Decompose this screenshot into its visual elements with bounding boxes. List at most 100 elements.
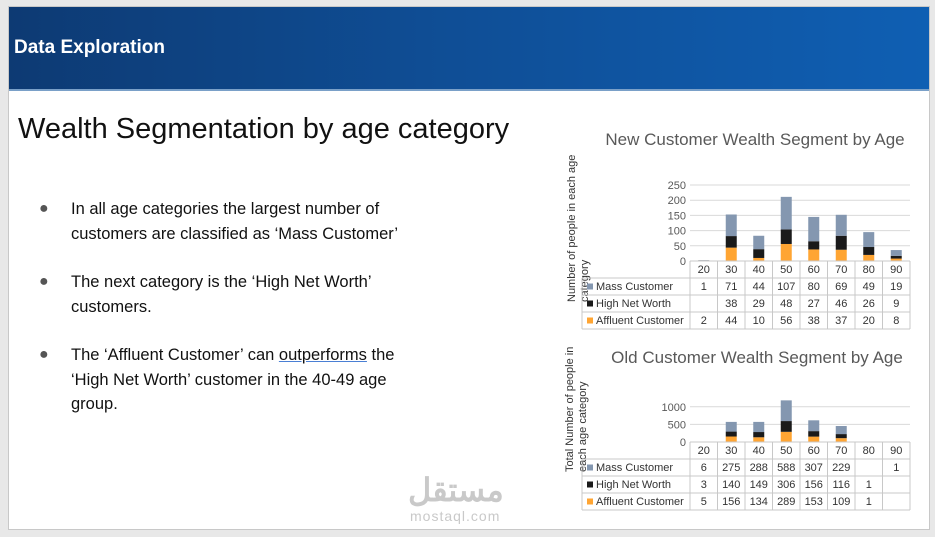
chart-bar-segment xyxy=(780,421,792,432)
chart-x-tick-label: 30 xyxy=(725,264,737,276)
chart-bar-segment xyxy=(808,216,820,242)
chart-bar-segment xyxy=(835,235,847,250)
chart-data-label: 140 xyxy=(722,479,740,491)
bullet-text: In all age categories the largest number… xyxy=(71,200,399,243)
chart-bar-segment xyxy=(780,243,792,261)
bullet-text: The ‘Affluent Customer’ can xyxy=(71,346,279,364)
chart-y-tick-label: 500 xyxy=(668,419,686,431)
chart-data-label: 27 xyxy=(808,298,820,310)
chart-data-label: 134 xyxy=(750,496,768,508)
chart-data-label: 48 xyxy=(780,298,792,310)
bullet-dot-icon: ● xyxy=(39,346,49,363)
chart-legend-swatch xyxy=(587,283,593,290)
chart-x-tick-label: 40 xyxy=(753,445,765,457)
chart-title: Old Customer Wealth Segment by Age xyxy=(611,348,903,367)
chart-x-tick-label: 50 xyxy=(780,445,792,457)
chart-bar-segment xyxy=(835,426,847,435)
chart-data-label: 20 xyxy=(863,315,875,327)
old-customer-chart-svg: 0 500 1000 20 30 40 50 60 70 80 90 Mass Customer 6 27… xyxy=(581,400,911,511)
chart-y-tick-label: 50 xyxy=(674,241,686,253)
bullet-list: ● In all age categories the largest numb… xyxy=(35,197,415,441)
chart-data-label: 10 xyxy=(753,315,765,327)
chart-bar-segment xyxy=(725,421,737,432)
chart-legend-label: Mass Customer xyxy=(596,281,673,293)
chart-bar-segment xyxy=(835,249,847,261)
chart-bar-segment xyxy=(780,196,792,230)
chart-bar-segment xyxy=(725,214,737,237)
watermark-url: mostaql.com xyxy=(410,508,501,524)
chart-data-label: 1 xyxy=(893,462,899,474)
slide: Data Exploration Wealth Segmentation by … xyxy=(8,6,930,530)
chart-data-label: 307 xyxy=(805,462,823,474)
chart-bar-segment xyxy=(835,434,847,439)
chart-bar-segment xyxy=(725,247,737,261)
chart-legend-swatch xyxy=(587,317,593,324)
chart-data-label: 49 xyxy=(863,281,875,293)
chart-bar-segment xyxy=(808,431,820,437)
header-banner: Data Exploration xyxy=(9,7,929,91)
chart-bar-segment xyxy=(753,249,765,258)
chart-bar-segment xyxy=(890,250,902,256)
chart-bar-segment xyxy=(725,236,737,248)
chart-legend-swatch xyxy=(587,464,593,471)
new-customer-chart: New Customer Wealth Segment by Age Numbe… xyxy=(560,124,920,334)
chart-data-label: 44 xyxy=(725,315,737,327)
chart-bar-segment xyxy=(753,257,765,261)
chart-data-label: 3 xyxy=(701,479,707,491)
chart-data-label: 1 xyxy=(866,479,872,491)
chart-data-label: 153 xyxy=(805,496,823,508)
chart-legend-swatch xyxy=(587,498,593,505)
bullet-underlined-word: outperforms xyxy=(278,346,367,364)
chart-data-label: 19 xyxy=(890,281,902,293)
chart-y-tick-label: 100 xyxy=(668,226,686,238)
chart-legend-label: Mass Customer xyxy=(596,462,673,474)
chart-data-label: 29 xyxy=(753,298,765,310)
chart-x-tick-label: 20 xyxy=(698,445,710,457)
chart-bar-segment xyxy=(863,247,875,255)
chart-bar-segment xyxy=(725,436,737,442)
chart-x-tick-label: 70 xyxy=(835,264,847,276)
chart-bar-segment xyxy=(808,420,820,432)
chart-bar-segment xyxy=(780,431,792,442)
chart-legend-label: Affluent Customer xyxy=(596,496,684,508)
chart-data-label: 5 xyxy=(701,496,707,508)
chart-data-label: 289 xyxy=(777,496,795,508)
chart-x-tick-label: 80 xyxy=(863,445,875,457)
chart-data-label: 288 xyxy=(750,462,768,474)
chart-data-label: 149 xyxy=(750,479,768,491)
chart-legend-swatch xyxy=(587,481,593,488)
chart-data-label: 107 xyxy=(777,281,795,293)
watermark-logo: مستقل xyxy=(408,472,504,508)
chart-bar-segment xyxy=(808,241,820,250)
chart-x-tick-label: 90 xyxy=(890,445,902,457)
bullet-dot-icon: ● xyxy=(39,273,49,290)
chart-data-label: 116 xyxy=(832,479,850,491)
bullet-item: ● The next category is the ‘High Net Wor… xyxy=(35,270,415,319)
bullet-dot-icon: ● xyxy=(39,200,49,217)
chart-y-tick-label: 0 xyxy=(680,256,686,268)
chart-y-tick-label: 200 xyxy=(668,195,686,207)
chart-data-label: 37 xyxy=(835,315,847,327)
chart-data-label: 156 xyxy=(805,479,823,491)
slide-title: Wealth Segmentation by age category xyxy=(18,113,510,145)
chart-data-label: 26 xyxy=(863,298,875,310)
chart-legend-label: Affluent Customer xyxy=(596,315,684,327)
chart-data-label: 46 xyxy=(835,298,847,310)
chart-data-label: 38 xyxy=(725,298,737,310)
chart-data-label: 2 xyxy=(701,315,707,327)
chart-data-label: 71 xyxy=(725,281,737,293)
chart-data-label: 306 xyxy=(777,479,795,491)
chart-data-label: 275 xyxy=(722,462,740,474)
header-title: Data Exploration xyxy=(14,37,165,58)
chart-legend-label: High Net Worth xyxy=(596,479,671,491)
chart-x-tick-label: 90 xyxy=(890,264,902,276)
chart-x-tick-label: 60 xyxy=(808,264,820,276)
old-customer-chart: Old Customer Wealth Segment by Age Total… xyxy=(560,342,920,520)
bullet-item: ● In all age categories the largest numb… xyxy=(35,197,415,246)
chart-y-tick-label: 250 xyxy=(668,180,686,192)
chart-data-label: 38 xyxy=(808,315,820,327)
chart-bar-segment xyxy=(753,437,765,442)
chart-data-label: 229 xyxy=(832,462,850,474)
chart-data-label: 588 xyxy=(777,462,795,474)
chart-data-label: 1 xyxy=(701,281,707,293)
